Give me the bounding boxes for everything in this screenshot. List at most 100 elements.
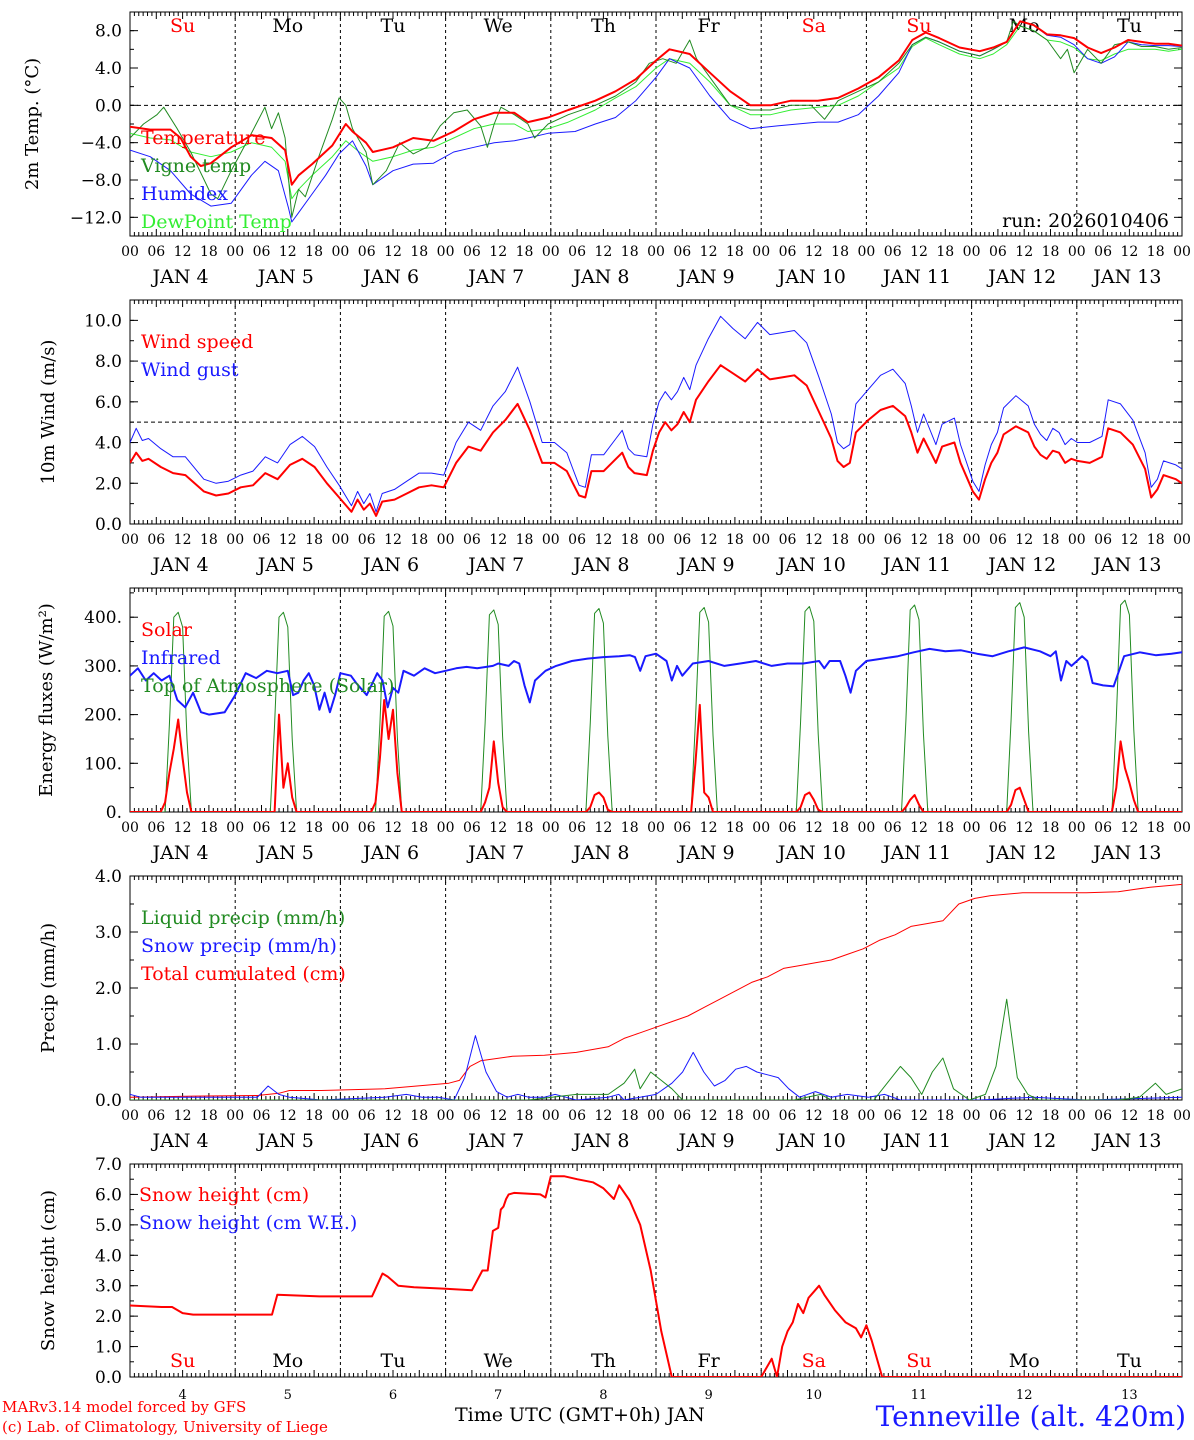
date-label: JAN 5 [256,1130,314,1152]
hour-tick-label: 18 [1042,244,1060,260]
hour-tick-label: 18 [936,1108,954,1124]
panel-energy: 0. 100. 200. 300. 400. Energy fluxes (W/m²) 00… [36,587,1191,864]
y-tick-label: 0.0 [95,515,122,535]
panel-wind: 0.0 2.0 4.0 6.0 8.0 10.0 10m Wind (m/s) 00 06 12 1… [38,299,1191,576]
run-annotation: run: 2026010406 [1002,210,1169,232]
weekday-label: Th [591,1350,616,1372]
hour-tick-label: 00 [963,532,981,548]
hour-tick-label: 12 [1120,1108,1138,1124]
y-tick-label: 2.0 [95,1307,122,1327]
hour-tick-label: 12 [279,244,297,260]
hour-tick-label: 00 [1068,532,1086,548]
hour-tick-label: 00 [647,532,665,548]
hour-tick-label: 00 [226,244,244,260]
y-tick-label: 2.0 [95,979,122,999]
weekday-label: Tu [1117,15,1142,37]
date-label: JAN 11 [881,266,951,288]
hour-tick-label: 00 [857,532,875,548]
legend-entry: Humidex [141,183,228,205]
hour-tick-label: 00 [542,820,560,836]
legend-entry: Snow height (cm W.E.) [139,1212,357,1234]
hour-tick-label: 00 [121,532,139,548]
weekday-label: We [484,1350,513,1372]
weekday-label: Mo [272,1350,303,1372]
hour-tick-label: 18 [516,244,534,260]
legend-entry: Snow precip (mm/h) [141,935,337,957]
date-label: JAN 13 [1091,842,1161,864]
hour-tick-label: 12 [700,820,718,836]
time-axis-title: Time UTC (GMT+0h) JAN [455,1404,705,1426]
panel-precip: 0.0 1.0 2.0 3.0 4.0 Precip (mm/h) 00 06 12 18 JAN … [38,867,1191,1152]
hour-tick-label: 00 [963,1108,981,1124]
hour-tick-label: 12 [384,1108,402,1124]
hour-tick-label: 00 [1173,244,1191,260]
hour-tick-label: 06 [568,820,586,836]
hour-tick-label: 18 [726,820,744,836]
hour-tick-label: 18 [726,1108,744,1124]
hour-tick-label: 06 [147,820,165,836]
hour-tick-label: 12 [910,532,928,548]
day-number-label: 12 [1016,1388,1033,1403]
series-line-infrared [130,646,1182,716]
weekday-label: Tu [381,1350,406,1372]
y-tick-label: 4.0 [95,59,122,79]
hour-tick-label: 12 [174,820,192,836]
hour-tick-label: 06 [1094,820,1112,836]
y-tick-label: −4.0 [81,134,122,154]
hour-tick-label: 18 [305,820,323,836]
date-label: JAN 11 [881,554,951,576]
legend-entry: Liquid precip (mm/h) [141,907,345,929]
y-tick-label: 1.0 [95,1338,122,1358]
hour-tick-label: 12 [805,1108,823,1124]
hour-tick-label: 12 [489,1108,507,1124]
y-tick-label: 0.0 [95,1368,122,1388]
hour-tick-label: 00 [437,820,455,836]
weekday-label: Sa [802,1350,826,1372]
hour-tick-label: 18 [410,532,428,548]
hour-tick-label: 12 [279,820,297,836]
hour-tick-label: 06 [989,532,1007,548]
date-label: JAN 10 [776,842,846,864]
y-axis-title: 10m Wind (m/s) [38,340,59,485]
y-tick-label: 0.0 [95,96,122,116]
hour-tick-label: 06 [358,1108,376,1124]
weekday-label: Su [906,15,931,37]
hour-tick-label: 12 [910,1108,928,1124]
hour-tick-label: 18 [1042,1108,1060,1124]
date-label: JAN 6 [361,1130,419,1152]
y-axis-title: 2m Temp. (°C) [22,58,43,190]
hour-tick-label: 00 [226,532,244,548]
hour-tick-label: 00 [437,1108,455,1124]
y-tick-label: 8.0 [95,352,122,372]
date-label: JAN 9 [677,1130,735,1152]
hour-tick-label: 00 [752,532,770,548]
series-group [130,599,1182,812]
hour-tick-label: 06 [884,244,902,260]
hour-tick-label: 18 [936,820,954,836]
hour-tick-label: 12 [1120,532,1138,548]
legend-entry: Infrared [141,647,221,669]
y-tick-label: 0.0 [95,1091,122,1111]
hour-tick-label: 18 [305,532,323,548]
weekday-label: Su [170,15,195,37]
hour-tick-label: 12 [174,244,192,260]
hour-tick-label: 00 [331,1108,349,1124]
hour-tick-label: 18 [1042,532,1060,548]
day-number-label: 4 [178,1388,186,1403]
hour-tick-label: 06 [358,244,376,260]
hour-tick-label: 18 [831,1108,849,1124]
hour-tick-label: 18 [516,532,534,548]
hour-tick-label: 12 [805,532,823,548]
hour-tick-label: 06 [673,532,691,548]
legend-entry: DewPoint Temp [141,211,292,233]
weekday-label: Mo [1009,1350,1040,1372]
model-credit-line2: (c) Lab. of Climatology, University of L… [2,1418,328,1436]
hour-tick-label: 18 [726,532,744,548]
series-group [130,883,1182,1100]
date-label: JAN 10 [776,266,846,288]
hour-tick-label: 00 [1173,820,1191,836]
series-line-snow-height-cm [130,1175,1182,1377]
date-label: JAN 4 [151,266,209,288]
date-label: JAN 12 [986,266,1056,288]
hour-tick-label: 00 [121,820,139,836]
